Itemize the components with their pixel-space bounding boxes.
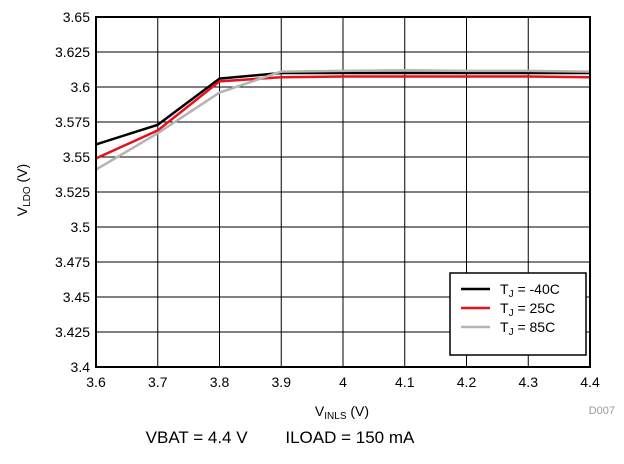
figure-id: D007: [589, 405, 615, 417]
y-tick-label: 3.475: [55, 254, 90, 270]
y-tick-label: 3.5: [71, 219, 91, 235]
y-tick-label: 3.4: [71, 359, 91, 375]
x-axis-label: VINLS (V): [315, 403, 369, 422]
caption: VBAT = 4.4 V ILOAD = 150 mA: [0, 428, 560, 448]
x-tick-label: 3.9: [272, 374, 292, 390]
series-layer: [95, 68, 591, 171]
y-tick-labels: 3.4 3.425 3.45 3.475 3.5 3.525 3.55 3.575 3.6 3.6…: [55, 9, 90, 375]
x-tick-label: 3.6: [86, 374, 106, 390]
x-tick-label: 4: [339, 374, 347, 390]
caption-vbat: VBAT = 4.4 V: [145, 428, 248, 447]
y-tick-label: 3.625: [55, 44, 90, 60]
y-tick-label: 3.45: [63, 289, 90, 305]
x-tick-label: 4.2: [457, 374, 477, 390]
series-line-0: [95, 71, 590, 146]
legend-label-2: TJ = 85C: [500, 319, 555, 338]
y-tick-label: 3.65: [63, 9, 90, 25]
legend-box: [449, 272, 587, 356]
y-tick-label: 3.425: [55, 324, 90, 340]
x-tick-label: 3.7: [148, 374, 168, 390]
y-tick-label: 3.525: [55, 184, 90, 200]
series-line-2: [95, 68, 591, 171]
x-tick-label: 4.4: [580, 374, 600, 390]
y-tick-label: 3.6: [71, 79, 91, 95]
y-tick-label: 3.575: [55, 114, 90, 130]
caption-iload: ILOAD = 150 mA: [285, 428, 415, 447]
y-axis-label: VLDO (V): [14, 164, 33, 216]
x-tick-label: 4.1: [395, 374, 415, 390]
y-tick-label: 3.55: [63, 149, 90, 165]
plot-frame: [95, 16, 591, 368]
x-tick-labels: 3.6 3.7 3.8 3.9 4 4.1 4.2 4.3 4.4: [86, 374, 600, 390]
x-tick-label: 4.3: [519, 374, 539, 390]
legend-label-0: TJ = -40C: [500, 281, 560, 300]
legend-label-1: TJ = 25C: [500, 300, 555, 319]
x-tick-label: 3.8: [210, 374, 230, 390]
series-line-1: [95, 75, 591, 160]
